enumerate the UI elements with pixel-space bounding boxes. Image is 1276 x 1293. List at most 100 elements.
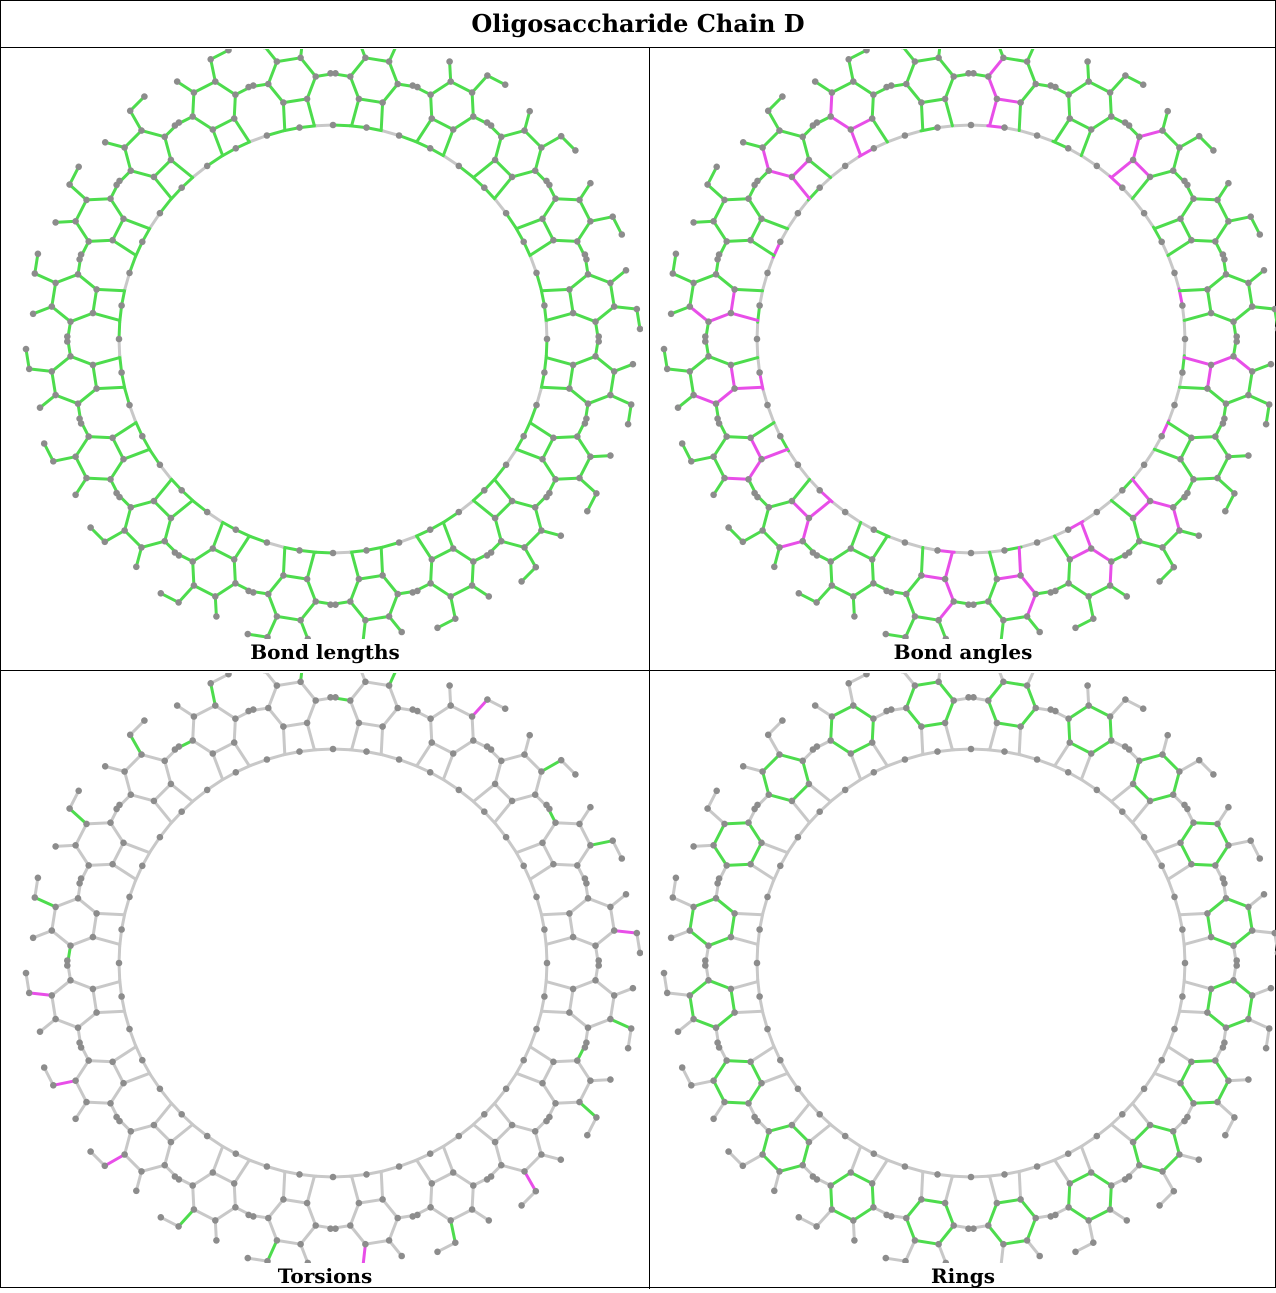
figure-title: Oligosaccharide Chain D bbox=[1, 1, 1275, 48]
atom bbox=[842, 509, 849, 516]
atom bbox=[446, 58, 453, 65]
ring-bond bbox=[543, 459, 556, 479]
substituent-bond bbox=[1252, 931, 1275, 934]
atom bbox=[1065, 580, 1072, 587]
atom bbox=[1249, 927, 1256, 934]
atom bbox=[520, 863, 527, 870]
ring-bond bbox=[142, 1165, 165, 1171]
atom bbox=[1181, 802, 1188, 809]
atom bbox=[1170, 504, 1177, 511]
glycosidic-bond bbox=[530, 1047, 553, 1062]
atom bbox=[795, 834, 802, 841]
atom bbox=[796, 590, 803, 597]
glycosidic-bond bbox=[1111, 1125, 1133, 1143]
atom bbox=[756, 993, 763, 1000]
atom bbox=[1032, 1215, 1039, 1222]
glycosidic-bond bbox=[731, 982, 758, 989]
glycosidic-bond bbox=[516, 1073, 542, 1083]
atom bbox=[1222, 508, 1229, 515]
atom bbox=[533, 270, 540, 277]
atom bbox=[113, 806, 120, 813]
atom bbox=[1072, 1249, 1079, 1256]
ring-bond bbox=[56, 898, 78, 907]
atom bbox=[745, 819, 752, 826]
substituent-bond bbox=[1218, 478, 1235, 493]
ring-bond bbox=[1110, 93, 1111, 117]
atom bbox=[1261, 891, 1268, 898]
atom bbox=[1088, 750, 1095, 757]
substituent-bond bbox=[906, 616, 915, 637]
atom bbox=[168, 1139, 175, 1146]
ring-bond bbox=[87, 823, 111, 824]
atom bbox=[176, 1176, 183, 1183]
atoms bbox=[23, 49, 643, 639]
atom bbox=[558, 1156, 565, 1163]
atom bbox=[452, 615, 459, 622]
atom bbox=[777, 863, 784, 870]
ring-bond bbox=[1211, 356, 1233, 365]
atom bbox=[212, 78, 219, 85]
ring-bond bbox=[751, 438, 762, 459]
ring-bond bbox=[1133, 784, 1150, 801]
glycosidic-bond bbox=[1184, 358, 1211, 365]
ring-bond bbox=[709, 937, 731, 946]
ring-bond bbox=[431, 1183, 432, 1207]
atom bbox=[582, 251, 589, 258]
atom bbox=[64, 962, 71, 969]
atom bbox=[716, 1044, 723, 1051]
glycosidic-bond bbox=[546, 937, 573, 944]
ring-bond bbox=[1226, 1019, 1248, 1028]
atom bbox=[488, 549, 495, 556]
atom bbox=[161, 758, 168, 765]
atom bbox=[558, 532, 565, 539]
ring-bond bbox=[1163, 131, 1180, 148]
atom bbox=[710, 492, 717, 499]
atom bbox=[572, 771, 579, 778]
ring-bond bbox=[727, 864, 751, 865]
ring-bond bbox=[915, 1240, 939, 1244]
atom bbox=[427, 1150, 434, 1157]
atom bbox=[1184, 1114, 1191, 1121]
atom bbox=[538, 527, 545, 534]
atom bbox=[1108, 558, 1115, 565]
atom bbox=[126, 270, 133, 277]
atom bbox=[942, 720, 949, 727]
atom bbox=[869, 556, 876, 563]
atom bbox=[212, 702, 219, 709]
atom bbox=[139, 863, 146, 870]
atom bbox=[1247, 837, 1254, 844]
atom bbox=[912, 613, 919, 620]
ring-bond bbox=[763, 772, 769, 795]
ring-bond bbox=[853, 82, 873, 95]
ring-bond bbox=[831, 717, 832, 741]
ring-bond bbox=[832, 82, 853, 93]
glycosidic-bond bbox=[1055, 119, 1070, 142]
atom bbox=[1245, 392, 1252, 399]
atom bbox=[126, 402, 133, 409]
atom bbox=[934, 124, 941, 131]
atom bbox=[871, 145, 878, 152]
atom bbox=[296, 1171, 303, 1178]
atom bbox=[481, 184, 488, 191]
substituent-bond bbox=[667, 369, 690, 372]
molecule-torsions bbox=[7, 673, 643, 1263]
ring-bond bbox=[1163, 755, 1180, 772]
atom bbox=[771, 564, 778, 571]
glycosidic-bond bbox=[473, 160, 495, 178]
atom bbox=[312, 697, 319, 704]
ring-bond bbox=[543, 1062, 554, 1083]
atom bbox=[1220, 251, 1227, 258]
atom bbox=[52, 280, 59, 287]
ring-bond bbox=[535, 772, 541, 795]
atom bbox=[1065, 145, 1072, 152]
atom bbox=[427, 769, 434, 776]
ring-bond bbox=[851, 1173, 872, 1184]
atom bbox=[1141, 1086, 1148, 1093]
ring-bond bbox=[569, 274, 588, 289]
ring-bond bbox=[125, 755, 142, 772]
glycosidic-bond bbox=[495, 1103, 513, 1125]
ring-bond bbox=[580, 200, 591, 221]
atom bbox=[1208, 362, 1215, 369]
ring-bond bbox=[359, 723, 383, 727]
atom bbox=[469, 89, 476, 96]
